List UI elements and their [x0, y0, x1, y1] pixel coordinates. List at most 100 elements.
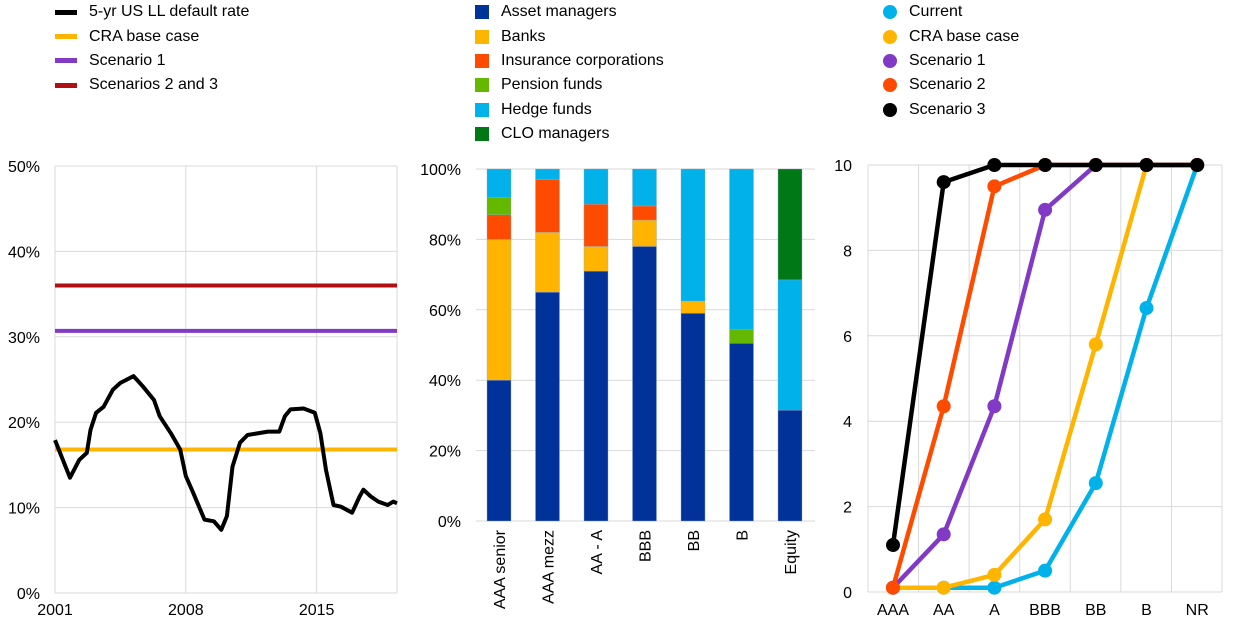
- y-tick-label: 2: [843, 500, 852, 517]
- y-tick-label: 100%: [420, 162, 461, 179]
- bar-segment-banks: [680, 300, 706, 314]
- legend-label: Asset managers: [501, 3, 617, 21]
- legend-label: Pension funds: [501, 76, 603, 94]
- data-point-cra-base-case: [1088, 337, 1103, 352]
- data-point-scenario-1: [987, 399, 1002, 414]
- legend-item: CLO managers: [475, 122, 664, 146]
- x-tick-label: BB: [1085, 602, 1106, 619]
- bar-segment-hedge-funds: [632, 168, 657, 207]
- bar-segment-insurance-corporations: [632, 205, 657, 221]
- legend-item: Scenario 1: [55, 49, 249, 73]
- bar-segment-asset-managers: [680, 313, 706, 522]
- data-point-scenario-3: [987, 158, 1002, 172]
- y-tick-label: 30%: [8, 330, 40, 347]
- legend-label: CRA base case: [89, 27, 200, 45]
- x-tick-label: B: [1141, 602, 1152, 619]
- legend-swatch: [55, 34, 77, 40]
- legend-label: Scenarios 2 and 3: [89, 76, 218, 94]
- bar-segment-hedge-funds: [535, 168, 560, 180]
- data-point-scenario-3: [936, 175, 951, 190]
- bar-segment-hedge-funds: [583, 168, 609, 205]
- bar-segment-hedge-funds: [680, 168, 706, 302]
- legend-label: CRA base case: [909, 27, 1020, 45]
- x-tick-label: AAA: [877, 602, 909, 619]
- data-point-current: [1088, 476, 1103, 491]
- bar-segment-insurance-corporations: [486, 214, 512, 240]
- legend-label: Scenario 1: [909, 51, 986, 69]
- y-tick-label: 20%: [429, 444, 461, 461]
- x-tick-label: 2008: [168, 602, 204, 619]
- legend-label: 5-yr US LL default rate: [89, 3, 250, 21]
- legend-item: Scenarios 2 and 3: [55, 73, 249, 97]
- legend-swatch: [475, 5, 489, 20]
- x-tick-label: 2001: [37, 602, 73, 619]
- bar-segment-asset-managers: [729, 343, 754, 522]
- legend-swatch: [475, 29, 489, 44]
- y-tick-label: 40%: [429, 373, 461, 390]
- data-point-scenario-2: [936, 399, 951, 414]
- legend-item: Pension funds: [475, 73, 664, 97]
- y-tick-label: 10: [834, 158, 852, 175]
- legend-item: Banks: [475, 24, 664, 48]
- y-tick-label: 0: [843, 585, 852, 602]
- legend-scenarios: Current CRA base case Scenario 1 Scenario 2…: [883, 0, 1019, 122]
- data-point-cra-base-case: [1038, 512, 1053, 527]
- legend-swatch: [883, 102, 897, 117]
- y-tick-label: 60%: [429, 303, 461, 320]
- data-point-scenario-3: [1038, 158, 1053, 172]
- bar-segment-hedge-funds: [486, 168, 512, 198]
- bar-segment-asset-managers: [583, 270, 609, 522]
- legend-item: Scenario 1: [883, 49, 1019, 73]
- legend-swatch: [55, 58, 77, 64]
- data-point-scenario-2: [987, 179, 1002, 194]
- legend-default-rate: 5-yr US LL default rate CRA base case Scen…: [55, 0, 249, 98]
- legend-swatch: [475, 127, 489, 142]
- bar-segment-asset-managers: [486, 380, 512, 522]
- y-tick-label: 80%: [429, 232, 461, 249]
- legend-label: Insurance corporations: [501, 51, 664, 69]
- x-tick-label: AA: [933, 602, 955, 619]
- data-point-scenario-1: [1038, 202, 1053, 217]
- legend-item: Scenario 2: [883, 73, 1019, 97]
- legend-swatch: [883, 78, 897, 93]
- x-tick-label: AA - A: [589, 530, 606, 575]
- x-tick-label: A: [989, 602, 1000, 619]
- legend-label: Banks: [501, 27, 546, 45]
- legend-item: CRA base case: [55, 24, 249, 48]
- data-point-current: [987, 580, 1002, 595]
- legend-item: Scenario 3: [883, 98, 1019, 122]
- data-point-cra-base-case: [936, 580, 951, 595]
- bar-segment-asset-managers: [632, 246, 657, 522]
- x-tick-label: Equity: [783, 530, 800, 574]
- legend-item: Hedge funds: [475, 98, 664, 122]
- data-point-scenario-2: [886, 580, 900, 595]
- legend-label: Scenario 1: [89, 51, 166, 69]
- bar-segment-pension-funds: [486, 196, 512, 215]
- data-point-scenario-3: [886, 538, 900, 553]
- bar-segment-banks: [583, 246, 609, 272]
- y-tick-label: 50%: [8, 159, 40, 176]
- y-tick-label: 6: [843, 329, 852, 346]
- legend-label: Scenario 3: [909, 100, 986, 118]
- legend-label: Current: [909, 3, 963, 21]
- legend-item: Asset managers: [475, 0, 664, 24]
- y-tick-label: 8: [843, 243, 852, 260]
- legend-swatch: [475, 102, 489, 117]
- x-tick-label: AAA mezz: [541, 530, 558, 604]
- bar-segment-banks: [632, 219, 657, 247]
- data-point-scenario-1: [936, 527, 951, 542]
- bar-segment-hedge-funds: [777, 279, 803, 411]
- x-tick-label: 2015: [299, 602, 335, 619]
- legend-swatch: [883, 29, 897, 44]
- legend-swatch: [883, 53, 897, 68]
- bar-segment-asset-managers: [535, 292, 560, 522]
- bar-segment-hedge-funds: [729, 168, 754, 330]
- legend-swatch: [55, 82, 77, 88]
- bar-segment-insurance-corporations: [535, 179, 560, 233]
- x-tick-label: BBB: [638, 530, 655, 562]
- bar-segment-pension-funds: [729, 328, 754, 344]
- x-tick-label: AAA senior: [492, 529, 509, 609]
- legend-item: CRA base case: [883, 24, 1019, 48]
- legend-swatch: [883, 5, 897, 20]
